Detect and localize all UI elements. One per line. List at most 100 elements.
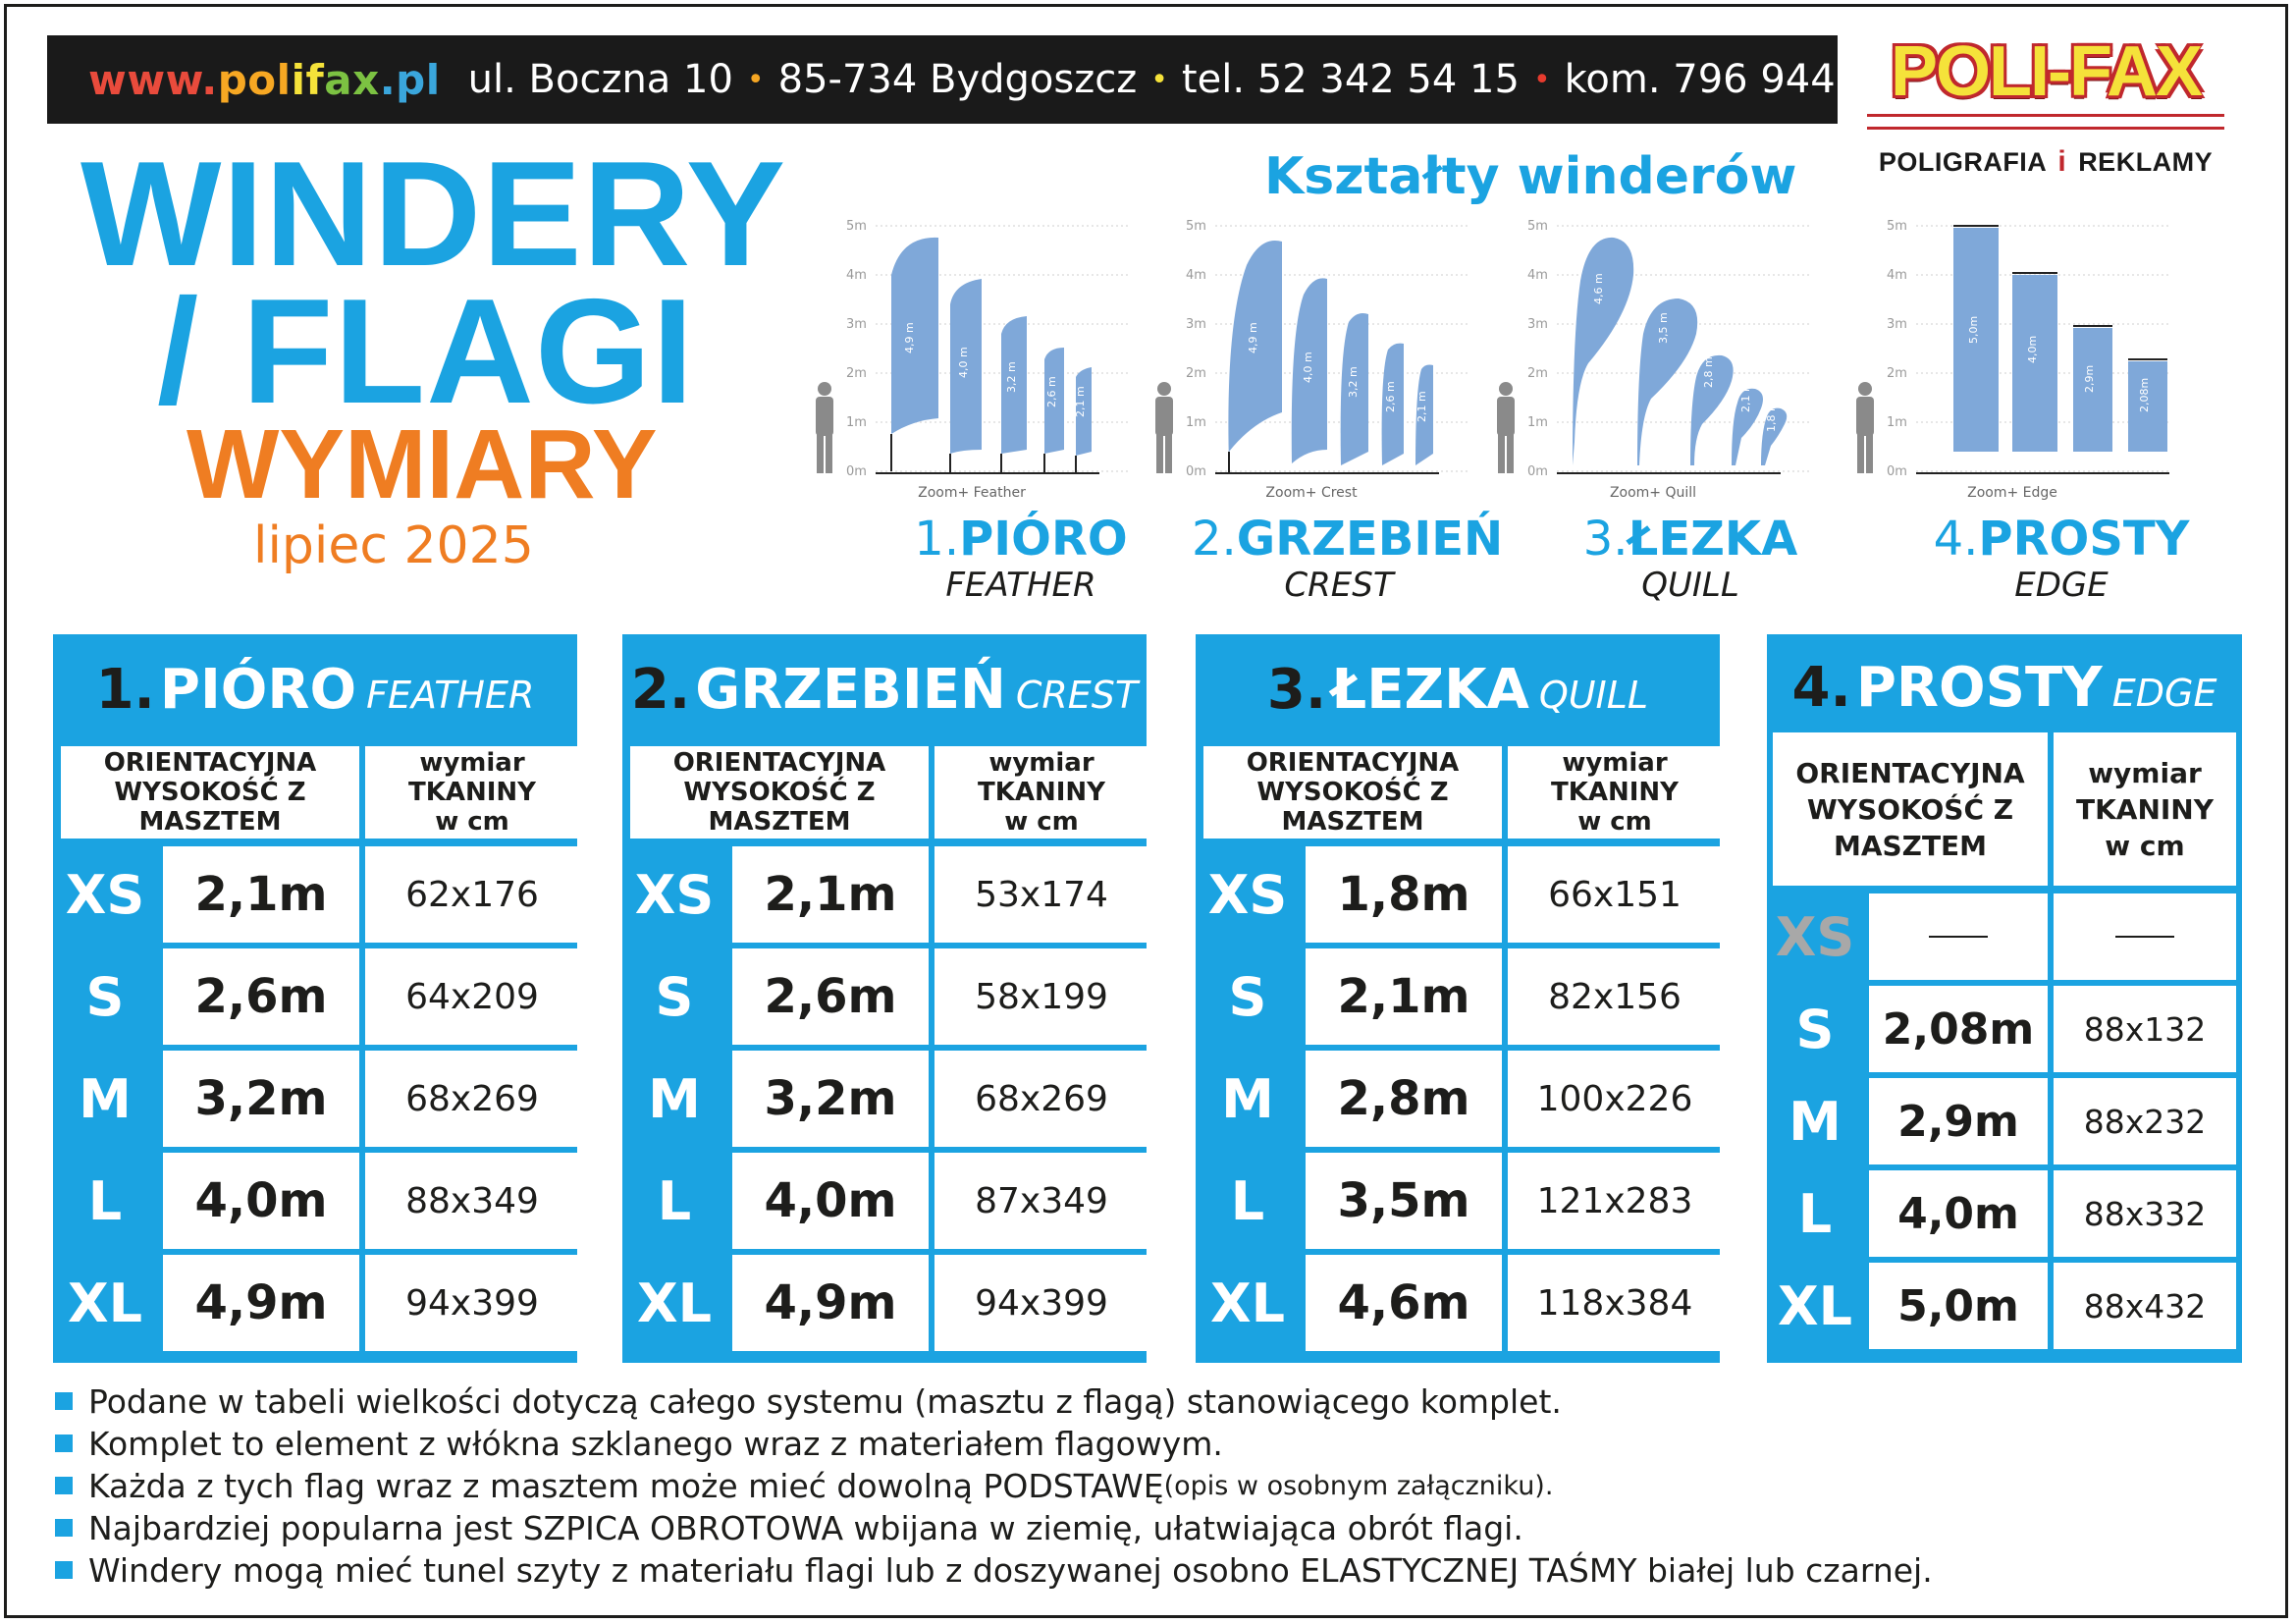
bullet-square-icon bbox=[55, 1519, 73, 1537]
flag-height-label: 2,1 m bbox=[1074, 386, 1087, 417]
size-table-2: 3. ŁEZKA QUILL ORIENTACYJNA WYSOKOŚĆ Z MAS… bbox=[1196, 634, 1722, 1363]
height-cell: 2,1m bbox=[163, 846, 359, 943]
table-name: PIÓRO bbox=[159, 658, 357, 722]
city-text: 85-734 Bydgoszcz bbox=[777, 57, 1138, 102]
axis-tick-label: 3m bbox=[1887, 317, 1907, 332]
fabric-cell: 100x226 bbox=[1508, 1051, 1722, 1147]
axis-tick-label: 4m bbox=[1186, 268, 1206, 283]
table-number: 3. bbox=[1266, 658, 1327, 722]
shape-name-feather: 1.PIÓRO FEATHER bbox=[874, 513, 1168, 605]
flag-height-label: 4,0 m bbox=[957, 347, 970, 378]
size-label: XS bbox=[65, 863, 145, 926]
shape-title: ŁEZKA bbox=[1628, 512, 1798, 567]
axis-tick-label: 1m bbox=[1887, 415, 1907, 430]
fabric-cell: 58x199 bbox=[934, 948, 1148, 1045]
size-label: M bbox=[1221, 1067, 1274, 1130]
shape-english: EDGE bbox=[2014, 566, 2109, 605]
fabric-cell: 88x432 bbox=[2054, 1263, 2236, 1349]
table-english: CREST bbox=[1015, 674, 1139, 717]
note-item: Podane w tabeli wielkości dotyczą całego… bbox=[55, 1382, 2264, 1421]
shape-english: QUILL bbox=[1641, 566, 1739, 605]
axis-tick-label: 2m bbox=[1527, 366, 1548, 381]
size-label: S bbox=[85, 965, 125, 1028]
note-item: Komplet to element z włókna szklanego wr… bbox=[55, 1425, 2264, 1463]
empty-dash bbox=[1929, 936, 1988, 938]
height-cell: 4,9m bbox=[163, 1255, 359, 1351]
fabric-cell: 118x384 bbox=[1508, 1255, 1722, 1351]
size-label: XL bbox=[1209, 1272, 1286, 1334]
shapes-heading: Kształty winderów bbox=[1264, 147, 1797, 206]
axis-tick-label: 1m bbox=[1527, 415, 1548, 430]
shape-title: GRZEBIEŃ bbox=[1236, 512, 1504, 567]
size-label: M bbox=[79, 1067, 132, 1130]
size-label: L bbox=[87, 1169, 123, 1232]
logo-stripes bbox=[1867, 114, 2224, 130]
empty-dash bbox=[2115, 936, 2174, 938]
height-cell: 2,6m bbox=[163, 948, 359, 1045]
flag-height-label: 3,2 m bbox=[1347, 366, 1360, 398]
table-english: EDGE bbox=[2111, 672, 2217, 715]
edge-shapes-illustration: 5m 4m 3m 2m 1m 0m 5,0m 4,0m 2,9m 2,08m bbox=[1856, 219, 2169, 479]
polifax-logo: POLI-FAX POLIGRAFIA i REKLAMY bbox=[1863, 35, 2228, 178]
size-label: L bbox=[1230, 1169, 1265, 1232]
separator-dot: • bbox=[1150, 62, 1168, 97]
table-number: 2. bbox=[630, 658, 691, 722]
logo-tagline-left: POLIGRAFIA bbox=[1878, 147, 2047, 177]
table-title: 1. PIÓRO FEATHER bbox=[53, 658, 577, 722]
fabric-cell: 88x132 bbox=[2054, 986, 2236, 1072]
table-english: FEATHER bbox=[366, 674, 535, 717]
separator-dot: • bbox=[746, 62, 765, 97]
note-item: Najbardziej popularna jest SZPICA OBROTO… bbox=[55, 1509, 2264, 1547]
table-name: PROSTY bbox=[1855, 656, 2103, 720]
axis-tick-label: 0m bbox=[1527, 464, 1548, 479]
shape-name-quill: 3.ŁEZKA QUILL bbox=[1543, 513, 1838, 605]
notes-list: Podane w tabeli wielkości dotyczą całego… bbox=[55, 1382, 2264, 1594]
table-title: 3. ŁEZKA QUILL bbox=[1196, 658, 1720, 722]
flag-height-label: 2,1 m bbox=[1739, 381, 1752, 412]
size-table-1: 2. GRZEBIEŃ CREST ORIENTACYJNA WYSOKOŚĆ Z … bbox=[622, 634, 1148, 1363]
fabric-cell: 121x283 bbox=[1508, 1153, 1722, 1249]
bullet-square-icon bbox=[55, 1392, 73, 1410]
axis-tick-label: 4m bbox=[846, 268, 867, 283]
flag-height-label: 4,0m bbox=[2026, 336, 2039, 363]
flag-height-label: 2,9m bbox=[2083, 365, 2096, 393]
fabric-cell: 94x399 bbox=[934, 1255, 1148, 1351]
size-label: XS bbox=[1775, 905, 1855, 968]
website-link[interactable]: www.polifax.pl bbox=[88, 55, 441, 104]
fabric-cell: 68x269 bbox=[934, 1051, 1148, 1147]
header-height: ORIENTACYJNA WYSOKOŚĆ Z MASZTEM bbox=[1203, 746, 1502, 839]
shape-number: 3. bbox=[1582, 512, 1629, 567]
axis-tick-label: 3m bbox=[1527, 317, 1548, 332]
size-label: M bbox=[648, 1067, 701, 1130]
header-fabric: wymiar TKANINY w cm bbox=[934, 746, 1148, 839]
axis-tick-label: 1m bbox=[1186, 415, 1206, 430]
logo-tagline-right: REKLAMY bbox=[2078, 147, 2214, 177]
size-label: L bbox=[1797, 1182, 1833, 1245]
chart-caption: Zoom+ Crest bbox=[1265, 485, 1358, 501]
size-label: S bbox=[1795, 998, 1835, 1060]
size-label: XL bbox=[1777, 1274, 1853, 1337]
axis-tick-label: 3m bbox=[846, 317, 867, 332]
axis-tick-label: 0m bbox=[1887, 464, 1907, 479]
flag-height-label: 5,0m bbox=[1967, 316, 1980, 344]
fabric-cell: 68x269 bbox=[365, 1051, 579, 1147]
axis-tick-label: 0m bbox=[846, 464, 867, 479]
table-name: GRZEBIEŃ bbox=[695, 658, 1006, 722]
fabric-cell: 88x332 bbox=[2054, 1170, 2236, 1257]
flag-height-label: 4,0 m bbox=[1302, 352, 1314, 383]
size-label: XS bbox=[634, 863, 715, 926]
height-cell: 4,0m bbox=[732, 1153, 929, 1249]
table-title: 2. GRZEBIEŃ CREST bbox=[622, 658, 1147, 722]
bullet-square-icon bbox=[55, 1477, 73, 1494]
page-border bbox=[4, 4, 2288, 1618]
fabric-cell: 64x209 bbox=[365, 948, 579, 1045]
size-label: M bbox=[1789, 1090, 1842, 1153]
axis-tick-label: 4m bbox=[1527, 268, 1548, 283]
shape-title: PROSTY bbox=[1978, 512, 2190, 567]
height-cell: 4,0m bbox=[1869, 1170, 2048, 1257]
person-silhouette-icon bbox=[1155, 382, 1173, 473]
height-cell: 1,8m bbox=[1306, 846, 1502, 943]
note-item: Windery mogą mieć tunel szyty z materiał… bbox=[55, 1551, 2264, 1590]
flag-height-label: 2,8 m bbox=[1702, 356, 1715, 388]
header-fabric: wymiar TKANINY w cm bbox=[365, 746, 579, 839]
